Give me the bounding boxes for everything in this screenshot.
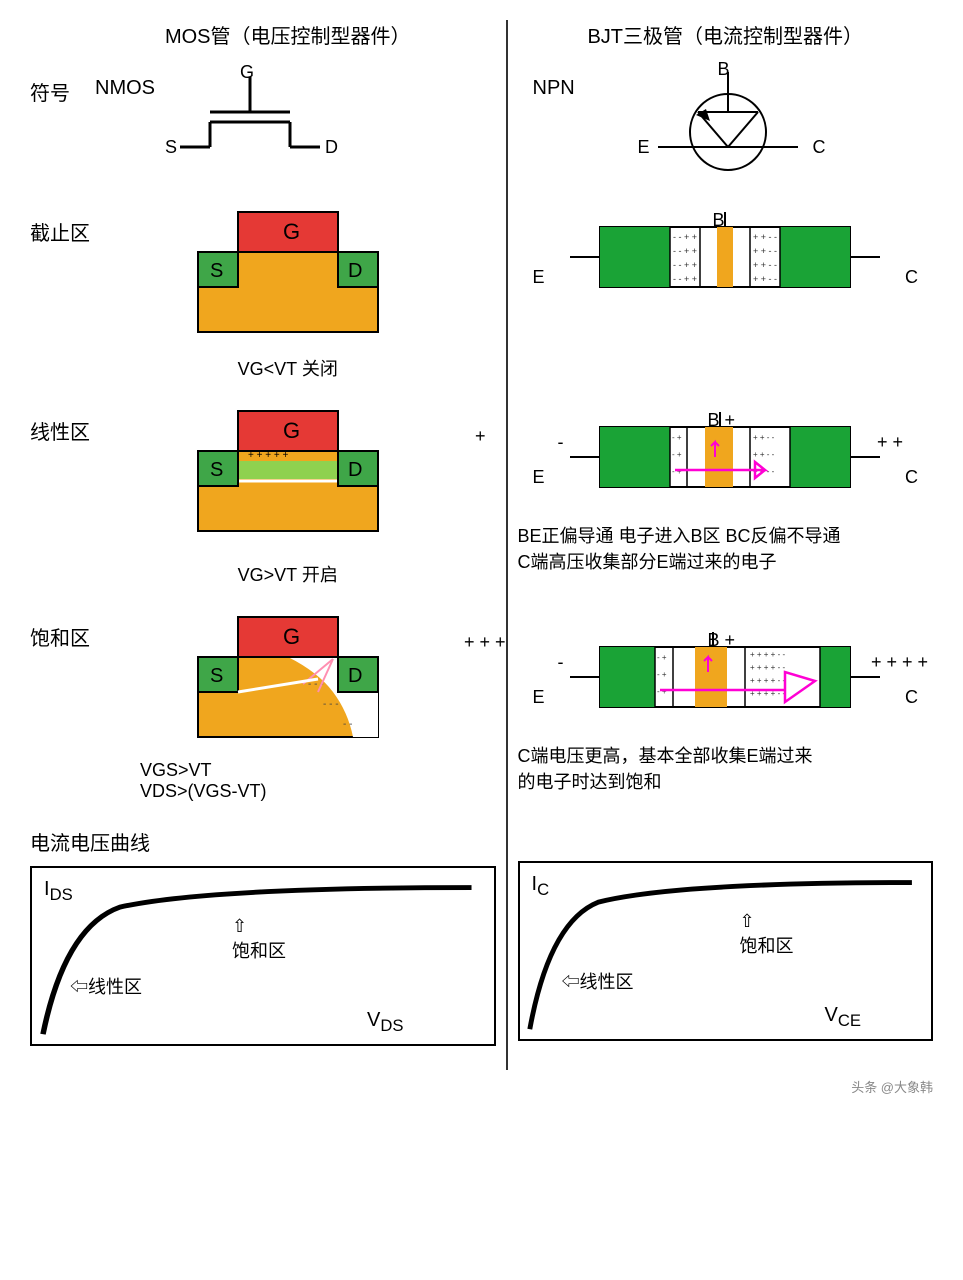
sat-desc1: C端电压更高，基本全部收集E端过来 (518, 742, 934, 768)
svg-text:D: D (348, 459, 362, 481)
svg-text:- +: - + (657, 670, 667, 679)
bjt-iv-chart: IC VCE ⇧饱和区 ⇦线性区 (518, 861, 934, 1041)
nmos-label: NMOS (95, 77, 155, 100)
linear-E: E (533, 467, 545, 488)
mos-iv-x: VDS (367, 1009, 403, 1036)
linear-desc2: C端高压收集部分E端过来的电子 (518, 548, 934, 574)
sat-E-sign: - (558, 652, 564, 673)
mos-iv-chart: IDS VDS ⇧饱和区 ⇦线性区 (30, 866, 496, 1046)
row-label-symbol: 符号 (30, 77, 70, 106)
linear-plus: + (475, 426, 486, 447)
base-terminal: B (718, 59, 730, 80)
column-divider (506, 20, 508, 1070)
bjt-column: BJT三极管（电流控制型器件） NPN B E C (518, 20, 934, 1071)
sat-caption2: VDS>(VGS-VT) (80, 781, 496, 802)
nmos-symbol (150, 67, 350, 177)
mos-saturation-diagram: - - - - - - - - G S D (188, 612, 388, 752)
sat-caption1: VGS>VT (80, 760, 496, 781)
bjt-title: BJT三极管（电流控制型器件） (518, 20, 934, 49)
svg-text:S: S (210, 459, 223, 481)
svg-text:+ + - -: + + - - (753, 433, 775, 442)
svg-text:- - + +: - - + + (673, 232, 697, 242)
svg-text:- +: - + (672, 450, 682, 459)
mos-iv-section: 电流电压曲线 IDS VDS ⇧饱和区 ⇦线性区 (30, 827, 496, 1046)
svg-text:+ + - -: + + - - (753, 274, 777, 284)
svg-text:+ + + + - -: + + + + - - (750, 676, 785, 685)
mos-iv-y: IDS (44, 878, 73, 905)
sat-C: C (905, 687, 918, 708)
row-label-saturation: 饱和区 (30, 622, 90, 651)
bjt-iv-section: IC VCE ⇧饱和区 ⇦线性区 (518, 861, 934, 1041)
linear-caption: VG>VT 开启 (80, 561, 496, 587)
cutoff-C: C (905, 267, 918, 288)
mos-linear-diagram: + + + + + G S D (188, 406, 388, 546)
mos-saturation-section: 饱和区 - - - - - - - - G (80, 612, 496, 802)
svg-text:S: S (210, 665, 223, 687)
svg-text:- +: - + (657, 653, 667, 662)
npn-label: NPN (533, 77, 575, 100)
bjt-iv-sat: ⇧饱和区 (740, 911, 794, 958)
bjt-linear-diagram: - + - + - + + + - - + + - - + + - - (565, 412, 885, 502)
row-label-linear: 线性区 (30, 416, 90, 445)
emitter-terminal: E (638, 137, 650, 158)
bjt-cutoff-section: B - - + + - - + + - - + + (518, 212, 934, 387)
svg-text:+ + - -: + + - - (753, 260, 777, 270)
bjt-saturation-section: B + - + + + + - + - + - (518, 632, 934, 827)
svg-text:- +: - + (672, 433, 682, 442)
source-terminal: S (165, 137, 177, 158)
svg-text:+ + + + - -: + + + + - - (750, 650, 785, 659)
bjt-saturation-diagram: - + - + - + + + + + - - + + + + - - + + … (565, 632, 885, 722)
svg-text:- - -: - - - (323, 699, 339, 710)
cutoff-caption: VG<VT 关闭 (80, 355, 496, 381)
mos-linear-section: 线性区 + + + + + G S D + (80, 406, 496, 587)
mos-symbol-section: 符号 NMOS G S D (80, 67, 496, 182)
svg-text:+ + - -: + + - - (753, 246, 777, 256)
sat-desc2: 的电子时达到饱和 (518, 768, 934, 794)
svg-text:D: D (348, 260, 362, 282)
row-label-cutoff: 截止区 (30, 217, 90, 246)
mos-cutoff-section: 截止区 G S D VG<VT 关闭 (80, 207, 496, 381)
npn-symbol (618, 67, 838, 182)
drain-terminal: D (325, 137, 338, 158)
mos-column: MOS管（电压控制型器件） 符号 NMOS G S D (30, 20, 496, 1071)
svg-text:- +: - + (657, 687, 667, 696)
svg-text:+ + + + - -: + + + + - - (750, 663, 785, 672)
svg-text:- +: - + (672, 467, 682, 476)
mos-cutoff-diagram: G S D (188, 207, 388, 347)
svg-text:+ + + + +: + + + + + (248, 450, 288, 461)
linear-desc1: BE正偏导通 电子进入B区 BC反偏不导通 (518, 522, 934, 548)
bjt-symbol-section: NPN B E C (518, 67, 934, 187)
watermark: 头条 @大象韩 (851, 1077, 933, 1096)
svg-text:+ + - -: + + - - (753, 450, 775, 459)
mos-title: MOS管（电压控制型器件） (80, 20, 496, 49)
svg-text:G: G (283, 624, 300, 649)
svg-text:- - + +: - - + + (673, 274, 697, 284)
cutoff-E: E (533, 267, 545, 288)
svg-text:- - + +: - - + + (673, 246, 697, 256)
linear-C: C (905, 467, 918, 488)
bjt-linear-section: B + - + + - + - + - + (518, 412, 934, 607)
bjt-iv-x: VCE (825, 1004, 861, 1031)
svg-text:- - + +: - - + + (673, 260, 697, 270)
svg-text:S: S (210, 260, 223, 282)
bjt-iv-y: IC (532, 873, 550, 900)
bjt-cutoff-diagram: - - + + - - + + - - + + - - + + + + - - … (565, 212, 885, 302)
bjt-iv-lin: ⇦线性区 (562, 968, 634, 994)
sat-plus: + + + (464, 632, 506, 653)
collector-terminal: C (813, 137, 826, 158)
sat-E: E (533, 687, 545, 708)
mos-iv-sat: ⇧饱和区 (232, 916, 286, 963)
linear-E-sign: - (558, 432, 564, 453)
row-label-iv: 电流电压曲线 (30, 833, 150, 855)
svg-text:G: G (283, 219, 300, 244)
svg-text:G: G (283, 418, 300, 443)
gate-terminal: G (240, 62, 254, 83)
svg-text:- -: - - (343, 719, 352, 730)
mos-iv-lin: ⇦线性区 (70, 973, 142, 999)
svg-text:D: D (348, 665, 362, 687)
svg-text:+ + - -: + + - - (753, 232, 777, 242)
